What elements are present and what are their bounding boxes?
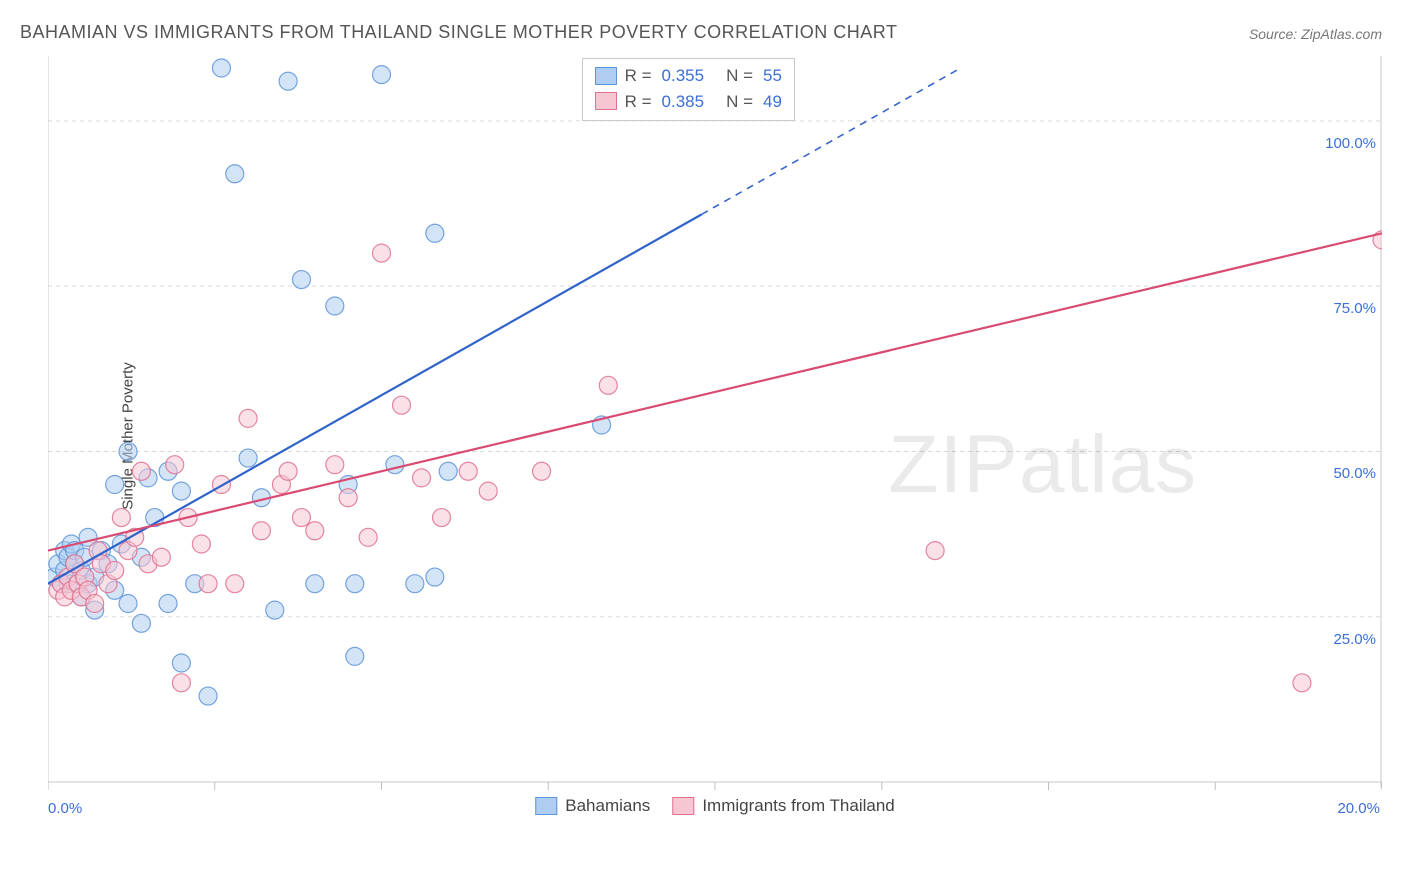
plot-area: Single Mother Poverty ZIPatlas R =0.355N… <box>48 56 1382 816</box>
n-label: N = <box>726 63 753 89</box>
scatter-chart <box>48 56 1382 816</box>
legend-swatch <box>595 67 617 85</box>
r-value: 0.385 <box>662 89 705 115</box>
x-tick-label: 0.0% <box>48 800 82 817</box>
stats-legend: R = 0.355 N = 55 R = 0.385 N = 49 <box>582 58 795 121</box>
stats-legend-row: R = 0.385 N = 49 <box>595 89 782 115</box>
r-label: R = <box>625 63 652 89</box>
chart-title: BAHAMIAN VS IMMIGRANTS FROM THAILAND SIN… <box>20 22 897 43</box>
legend-swatch <box>672 797 694 815</box>
source-label: Source: ZipAtlas.com <box>1249 26 1382 42</box>
legend-item: Bahamians <box>535 796 650 816</box>
r-value: 0.355 <box>662 63 705 89</box>
y-tick-label: 100.0% <box>1325 135 1376 152</box>
n-value: 49 <box>763 89 782 115</box>
n-label: N = <box>726 89 753 115</box>
stats-legend-row: R = 0.355 N = 55 <box>595 63 782 89</box>
legend-item: Immigrants from Thailand <box>672 796 894 816</box>
legend-swatch <box>535 797 557 815</box>
x-tick-label: 20.0% <box>1337 800 1380 817</box>
y-tick-label: 75.0% <box>1333 300 1376 317</box>
n-value: 55 <box>763 63 782 89</box>
legend-label: Bahamians <box>565 796 650 816</box>
r-label: R = <box>625 89 652 115</box>
y-tick-label: 25.0% <box>1333 631 1376 648</box>
legend-swatch <box>595 92 617 110</box>
y-tick-label: 50.0% <box>1333 465 1376 482</box>
legend-label: Immigrants from Thailand <box>702 796 894 816</box>
series-legend: Bahamians Immigrants from Thailand <box>535 796 894 816</box>
